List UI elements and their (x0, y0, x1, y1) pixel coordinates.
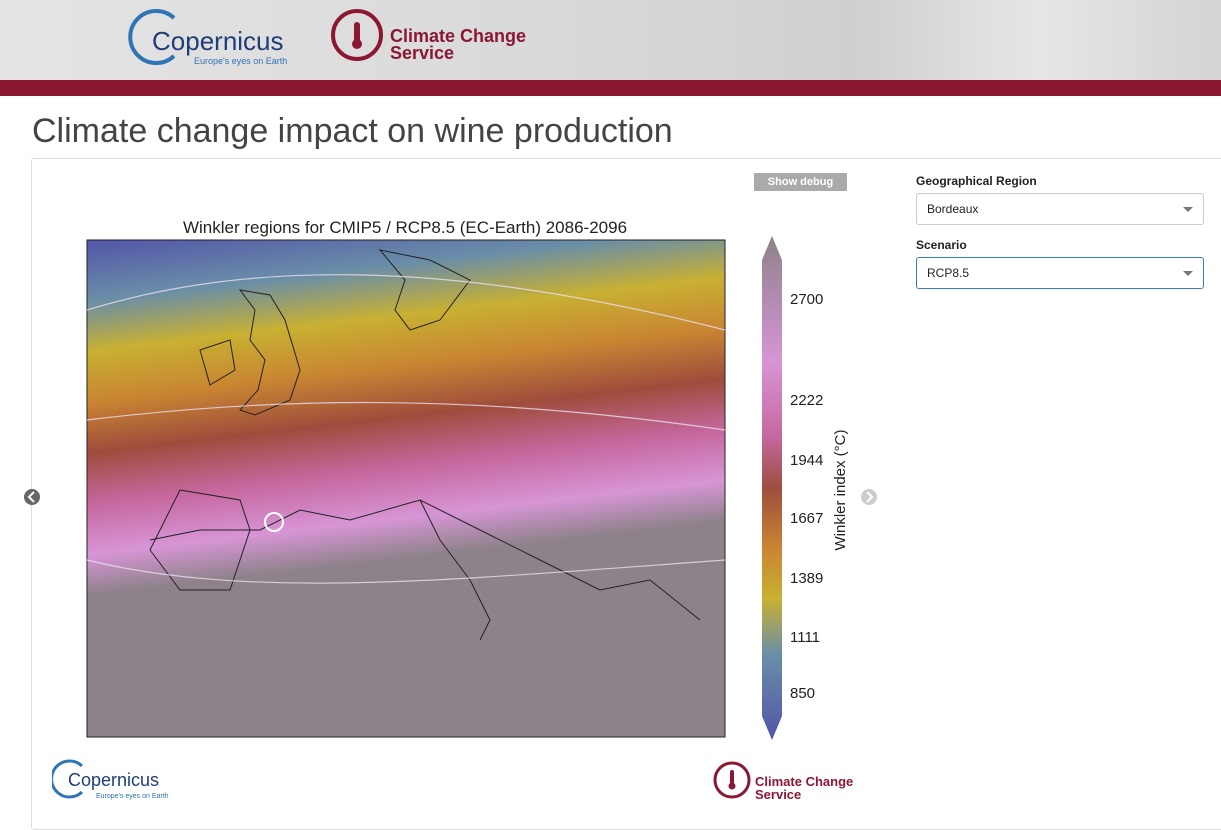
map-title: Winkler regions for CMIP5 / RCP8.5 (EC-E… (183, 218, 627, 237)
footer-service-line1: Climate Change (755, 774, 854, 789)
footer-service-logo (713, 761, 751, 799)
colorbar-tick-label: 850 (790, 685, 815, 702)
map-viewer: Winkler regions for CMIP5 / RCP8.5 (EC-E… (24, 218, 877, 740)
coastlines (149, 249, 701, 641)
region-select[interactable]: Bordeaux (916, 193, 1204, 225)
footer-logo-mark (52, 759, 84, 799)
scenario-select[interactable]: RCP8.5 (916, 257, 1204, 289)
colorbar-tick-label: 1944 (790, 452, 823, 469)
page-title: Climate change impact on wine production (32, 112, 673, 150)
debug-button[interactable]: Show debug (754, 173, 847, 191)
colorbar-tick-label: 1111 (790, 629, 820, 646)
header-band (0, 80, 1221, 96)
service-line2: Service (390, 43, 455, 63)
next-arrow[interactable] (861, 489, 877, 505)
region-label: Geographical Region (916, 174, 1037, 188)
footer-service-line2: Service (755, 787, 802, 802)
service-line1: Climate Change (390, 26, 527, 46)
map (86, 239, 726, 738)
header: Copernicus Europe's eyes on Earth Climat… (0, 0, 1221, 80)
colorbar-label: Winkler index (°C) (832, 429, 849, 550)
logo-mark (128, 9, 176, 65)
prev-arrow[interactable] (24, 489, 40, 505)
colorbar-tick-label: 1389 (790, 570, 823, 587)
colorbar-tick-label: 2700 (790, 291, 823, 308)
service-logo (331, 9, 383, 61)
contours (86, 274, 726, 584)
logo-name: Copernicus (152, 26, 284, 56)
colorbar-tick-label: 2222 (790, 392, 823, 409)
footer-logo-tagline: Europe's eyes on Earth (96, 793, 169, 800)
scenario-label: Scenario (916, 238, 967, 252)
colorbar-tick-label: 1667 (790, 510, 823, 527)
footer-logo-name: Copernicus (68, 770, 160, 790)
logo-tagline: Europe's eyes on Earth (194, 56, 288, 66)
colorbar (762, 236, 782, 740)
location-marker (264, 512, 284, 532)
